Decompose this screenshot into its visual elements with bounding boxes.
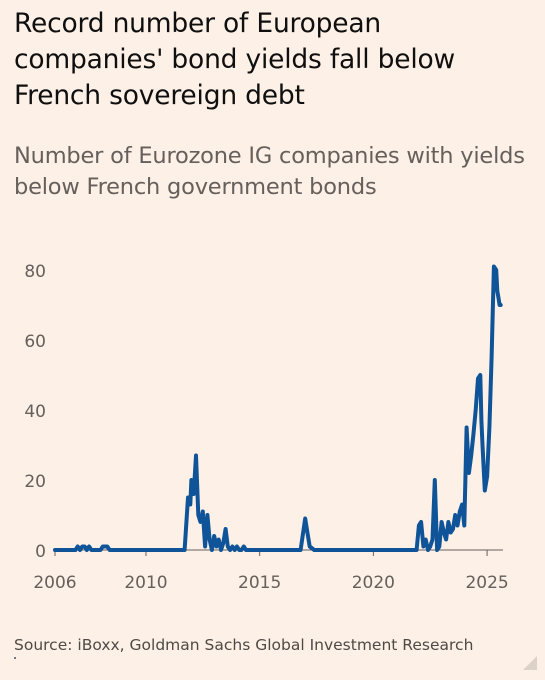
- y-tick-label: 80: [24, 262, 46, 282]
- x-tick-label: 2025: [465, 573, 508, 593]
- x-tick-label: 2020: [352, 573, 395, 593]
- source-note: Source: iBoxx, Goldman Sachs Global Inve…: [14, 636, 474, 654]
- y-tick-label: 0: [35, 542, 46, 562]
- y-tick-label: 20: [24, 472, 46, 492]
- resize-corner-icon: [523, 656, 537, 670]
- x-tick-label: 2010: [124, 573, 167, 593]
- chart-title: Record number of European companies' bon…: [14, 8, 455, 111]
- series-line: [53, 264, 503, 552]
- y-tick-label: 60: [24, 332, 46, 352]
- x-axis: 2006 2010 2015 2020 2025: [33, 549, 509, 593]
- chart-subtitle: Number of Eurozone IG companies with yie…: [14, 143, 525, 200]
- y-axis-ticks: 0 20 40 60 80: [24, 262, 46, 562]
- small-dot-mark: [14, 657, 16, 659]
- x-tick-label: 2015: [238, 573, 281, 593]
- series-lines: [53, 264, 503, 552]
- x-tick-label: 2006: [33, 573, 76, 593]
- y-tick-label: 40: [24, 402, 46, 422]
